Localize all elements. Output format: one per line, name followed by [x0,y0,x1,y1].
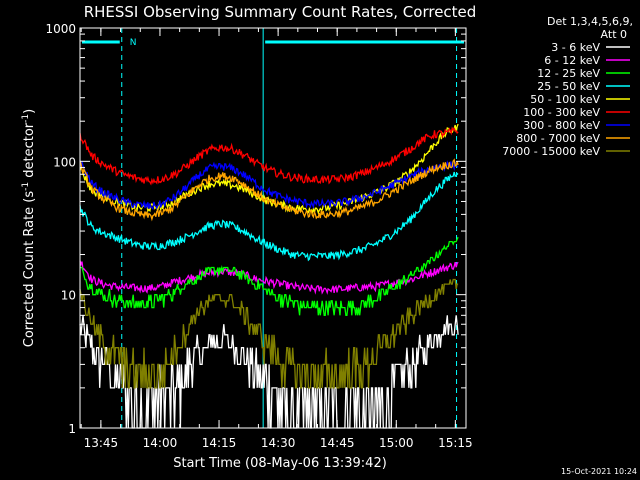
y-tick-label-0: 1 [68,422,76,436]
y-axis-label-part2: detector [22,122,37,182]
chart-title: RHESSI Observing Summary Count Rates, Co… [84,3,477,21]
legend-label-50-100-kev: 50 - 100 keV [530,93,600,106]
x-axis-label: Start Time (08-May-06 13:39:42) [173,456,387,471]
series-line-300-800-kev [79,160,459,210]
legend-label-6-12-kev: 6 - 12 keV [544,54,600,67]
legend-header-line1: Det 1,3,4,5,6,9, [547,15,633,28]
legend-label-25-50-kev: 25 - 50 keV [537,80,600,93]
y-axis-label: Corrected Count Rate (s-1 detector-1) [21,109,37,347]
series-line-7000-15000-kev [79,278,459,389]
y-axis-label-sup1: -1 [21,182,31,191]
legend-label-800-7000-kev: 800 - 7000 keV [516,132,600,145]
y-axis-label-part3: ) [22,109,37,114]
series-line-12-25-kev [80,236,459,316]
y-tick-label-1: 10 [61,289,76,303]
legend-label-300-800-kev: 300 - 800 keV [523,119,600,132]
x-tick-label-5: 15:00 [379,436,414,450]
x-tick-label-4: 14:45 [320,436,355,450]
x-tick-label-6: 15:15 [438,436,473,450]
series-line-100-300-kev [79,126,459,186]
x-tick-label-3: 14:30 [261,436,296,450]
y-tick-label-2: 100 [53,155,76,169]
plot-frame [79,27,467,429]
legend-header-line2: Att 0 [601,28,627,41]
night-label-n: N [130,38,137,48]
y-axis-label-part1: Corrected Count Rate (s [22,191,37,348]
series-line-800-7000-kev [79,158,459,222]
series-line-25-50-kev [79,171,459,262]
legend-label-7000-15000-kev: 7000 - 15000 keV [502,145,600,158]
timestamp: 15-Oct-2021 10:24 [561,467,637,476]
x-tick-label-1: 14:00 [143,436,178,450]
legend-label-3-6-kev: 3 - 6 keV [551,41,600,54]
x-tick-label-0: 13:45 [84,436,119,450]
legend-label-12-25-kev: 12 - 25 keV [537,67,600,80]
series-line-6-12-kev [79,260,459,295]
y-axis-label-sup2: -1 [21,114,31,123]
x-tick-label-2: 14:15 [202,436,237,450]
y-tick-label-3: 1000 [45,22,76,36]
legend-label-100-300-kev: 100 - 300 keV [523,106,600,119]
